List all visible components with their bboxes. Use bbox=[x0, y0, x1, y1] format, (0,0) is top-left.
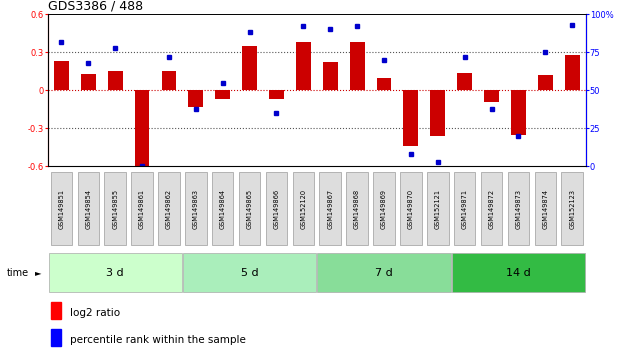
Bar bbox=[212, 172, 234, 245]
Bar bbox=[183, 253, 316, 292]
Text: GSM149864: GSM149864 bbox=[220, 189, 226, 229]
Bar bbox=[319, 172, 341, 245]
Bar bbox=[511, 90, 526, 135]
Text: GSM152121: GSM152121 bbox=[435, 189, 441, 229]
Text: GSM152120: GSM152120 bbox=[300, 189, 307, 229]
Text: GSM149869: GSM149869 bbox=[381, 189, 387, 229]
Text: ►: ► bbox=[35, 268, 42, 277]
Bar bbox=[323, 62, 338, 90]
Text: GSM149863: GSM149863 bbox=[193, 189, 199, 229]
Text: GSM149871: GSM149871 bbox=[461, 189, 468, 229]
Text: GSM149861: GSM149861 bbox=[139, 189, 145, 229]
Bar bbox=[54, 61, 69, 90]
Bar bbox=[108, 71, 123, 90]
Bar bbox=[430, 90, 445, 136]
Bar bbox=[131, 172, 153, 245]
Bar bbox=[508, 172, 529, 245]
Bar bbox=[185, 172, 207, 245]
Bar bbox=[538, 75, 553, 90]
Bar bbox=[481, 172, 502, 245]
Bar bbox=[269, 90, 284, 99]
Bar bbox=[215, 90, 230, 99]
Bar bbox=[266, 172, 287, 245]
Text: GSM149862: GSM149862 bbox=[166, 189, 172, 229]
Bar bbox=[188, 90, 204, 107]
Bar bbox=[158, 172, 180, 245]
Bar bbox=[239, 172, 260, 245]
Text: GSM149865: GSM149865 bbox=[246, 189, 253, 229]
Bar bbox=[317, 253, 451, 292]
Text: 3 d: 3 d bbox=[106, 268, 124, 278]
Text: 5 d: 5 d bbox=[241, 268, 259, 278]
Bar bbox=[104, 172, 126, 245]
Text: GSM149870: GSM149870 bbox=[408, 189, 414, 229]
Bar bbox=[457, 73, 472, 90]
Text: GSM149855: GSM149855 bbox=[112, 189, 118, 229]
Bar bbox=[373, 172, 395, 245]
Bar bbox=[296, 42, 311, 90]
Text: 14 d: 14 d bbox=[506, 268, 531, 278]
Bar bbox=[242, 46, 257, 90]
Text: GSM149868: GSM149868 bbox=[354, 189, 360, 229]
Bar bbox=[561, 172, 583, 245]
Bar bbox=[454, 172, 476, 245]
Bar bbox=[161, 71, 177, 90]
Text: GSM149874: GSM149874 bbox=[542, 189, 548, 229]
Text: 7 d: 7 d bbox=[375, 268, 393, 278]
Bar bbox=[349, 42, 365, 90]
Text: GSM149866: GSM149866 bbox=[273, 189, 280, 229]
Bar bbox=[134, 90, 150, 169]
Bar bbox=[51, 329, 61, 346]
Bar bbox=[292, 172, 314, 245]
Text: GSM149873: GSM149873 bbox=[515, 189, 522, 229]
Bar bbox=[51, 302, 61, 319]
Bar bbox=[427, 172, 449, 245]
Text: percentile rank within the sample: percentile rank within the sample bbox=[70, 335, 245, 345]
Bar bbox=[452, 253, 585, 292]
Text: GSM149851: GSM149851 bbox=[58, 189, 65, 229]
Bar bbox=[346, 172, 368, 245]
Text: time: time bbox=[6, 268, 29, 278]
Bar bbox=[534, 172, 556, 245]
Bar bbox=[77, 172, 99, 245]
Text: GDS3386 / 488: GDS3386 / 488 bbox=[48, 0, 143, 13]
Bar bbox=[51, 172, 72, 245]
Text: GSM149854: GSM149854 bbox=[85, 189, 92, 229]
Bar bbox=[403, 90, 419, 146]
Bar bbox=[400, 172, 422, 245]
Text: GSM152123: GSM152123 bbox=[569, 189, 575, 229]
Bar bbox=[49, 253, 182, 292]
Bar bbox=[376, 78, 392, 90]
Text: log2 ratio: log2 ratio bbox=[70, 308, 120, 318]
Text: GSM149872: GSM149872 bbox=[488, 189, 495, 229]
Bar bbox=[81, 74, 96, 90]
Bar bbox=[484, 90, 499, 102]
Bar bbox=[564, 55, 580, 90]
Text: GSM149867: GSM149867 bbox=[327, 189, 333, 229]
